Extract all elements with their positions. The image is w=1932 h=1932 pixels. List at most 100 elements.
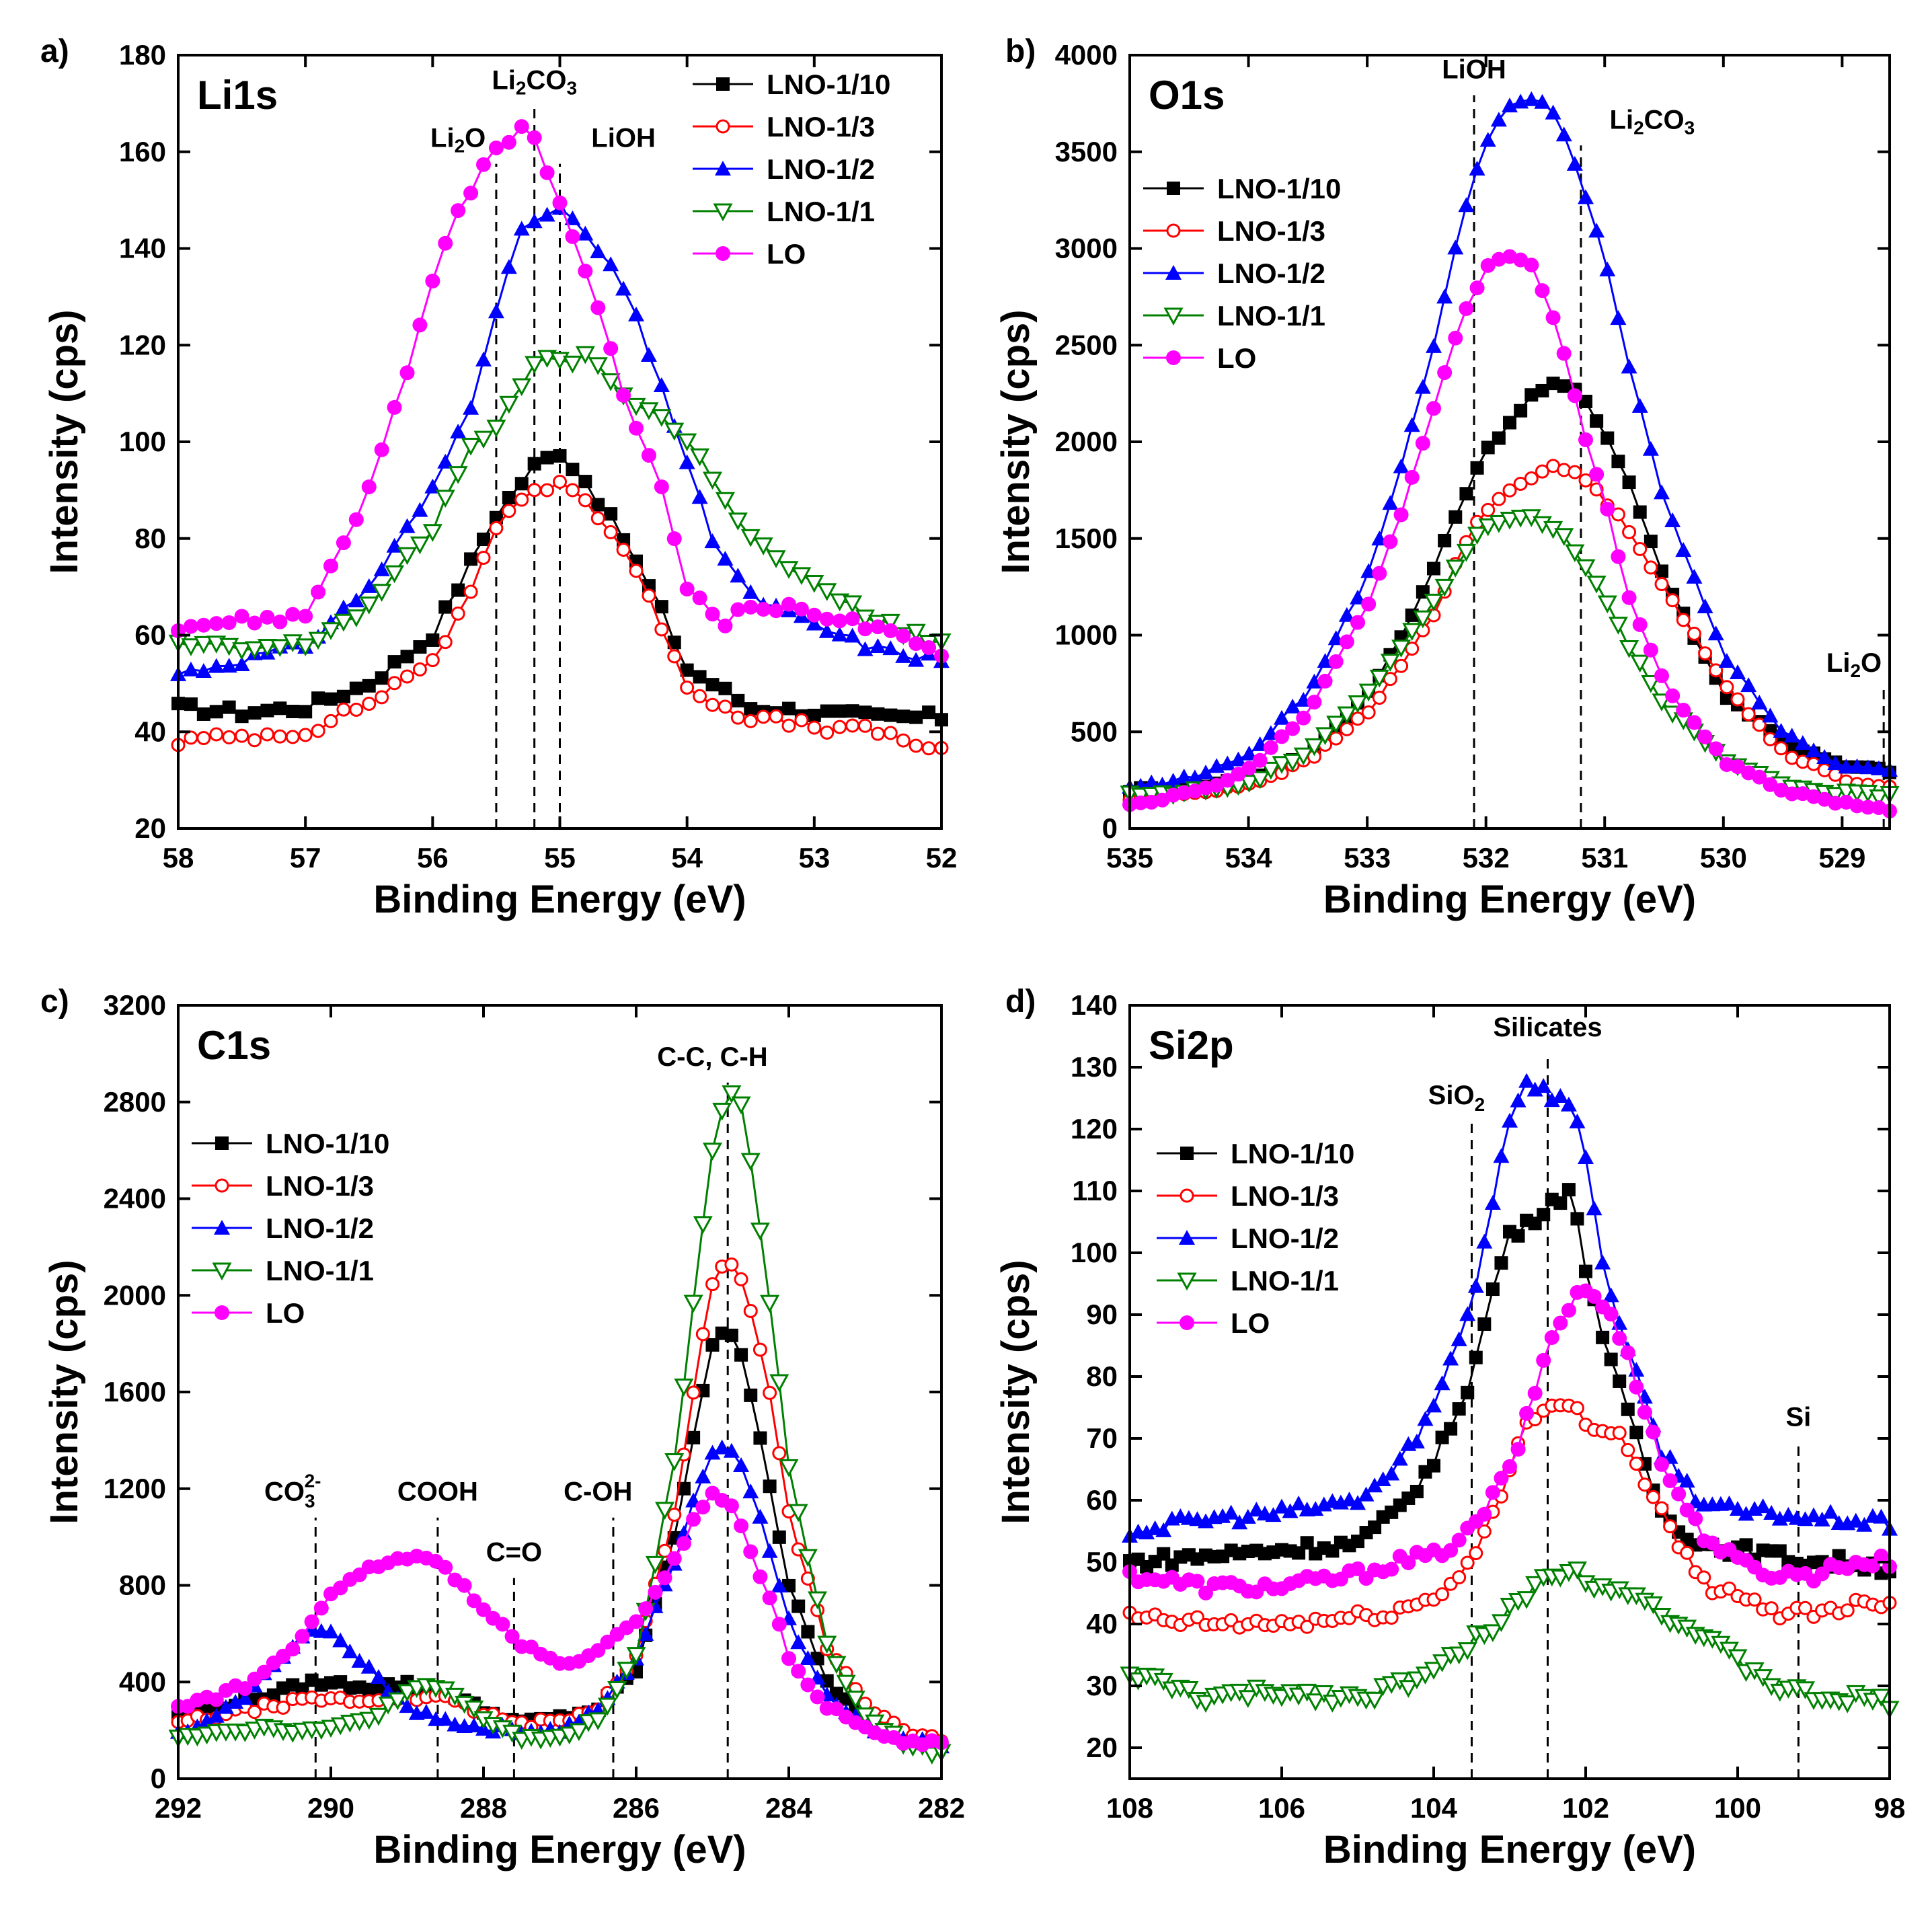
data-point bbox=[705, 697, 720, 712]
data-point bbox=[724, 1257, 739, 1272]
data-point bbox=[1827, 755, 1844, 771]
data-point bbox=[1300, 1619, 1315, 1634]
data-point bbox=[1554, 528, 1574, 546]
data-point bbox=[387, 655, 401, 669]
data-point bbox=[1631, 397, 1648, 413]
data-point bbox=[457, 1578, 472, 1593]
data-point bbox=[1424, 1662, 1444, 1680]
data-point bbox=[1588, 223, 1605, 238]
legend-marker bbox=[1167, 182, 1180, 195]
data-point bbox=[1754, 1498, 1771, 1514]
data-point bbox=[1722, 1581, 1736, 1596]
x-tick-label: 52 bbox=[926, 842, 958, 874]
data-point bbox=[1448, 330, 1463, 346]
data-point bbox=[1448, 510, 1463, 524]
data-point bbox=[1560, 1096, 1577, 1112]
data-point bbox=[1847, 1512, 1864, 1528]
data-point bbox=[680, 663, 694, 677]
data-point bbox=[1612, 1426, 1627, 1440]
data-point bbox=[1293, 747, 1313, 766]
data-point bbox=[686, 1512, 701, 1527]
data-point bbox=[362, 679, 376, 693]
data-point bbox=[373, 561, 390, 576]
y-tick-label: 100 bbox=[1071, 1237, 1118, 1268]
data-point bbox=[830, 593, 850, 612]
data-point bbox=[196, 617, 211, 633]
legend-marker bbox=[214, 1220, 230, 1235]
data-point bbox=[463, 186, 479, 201]
data-point bbox=[349, 681, 363, 695]
data-point bbox=[1741, 707, 1756, 722]
data-point bbox=[359, 596, 379, 615]
y-tick-label: 0 bbox=[1102, 812, 1118, 844]
data-point bbox=[1492, 492, 1506, 506]
data-point bbox=[1500, 511, 1520, 530]
data-point bbox=[500, 259, 517, 274]
data-point bbox=[260, 609, 275, 625]
y-tick-label: 120 bbox=[119, 329, 166, 360]
y-tick-label: 3500 bbox=[1055, 136, 1118, 167]
data-point bbox=[1315, 727, 1336, 746]
data-point bbox=[1773, 723, 1789, 738]
data-point bbox=[537, 350, 557, 369]
data-point bbox=[1524, 471, 1539, 486]
data-point bbox=[1491, 1614, 1511, 1633]
data-point bbox=[1338, 607, 1355, 622]
data-point bbox=[1350, 1495, 1366, 1510]
data-point bbox=[791, 1599, 806, 1613]
data-point bbox=[217, 1699, 234, 1714]
data-point bbox=[359, 1711, 379, 1730]
data-point bbox=[1686, 568, 1703, 584]
data-point bbox=[375, 690, 389, 705]
data-point bbox=[450, 424, 467, 439]
data-point bbox=[798, 1549, 818, 1568]
data-point bbox=[362, 697, 377, 711]
data-point bbox=[1394, 658, 1409, 673]
data-point bbox=[298, 609, 313, 624]
data-point bbox=[438, 235, 453, 251]
data-point bbox=[1553, 1315, 1568, 1331]
data-point bbox=[1393, 458, 1409, 473]
data-point bbox=[844, 627, 861, 643]
data-point bbox=[715, 492, 735, 510]
data-point bbox=[198, 1712, 215, 1728]
data-point bbox=[1383, 534, 1398, 549]
data-point bbox=[857, 621, 873, 637]
data-point bbox=[247, 733, 262, 748]
data-point bbox=[1469, 280, 1485, 296]
data-point bbox=[1763, 732, 1777, 746]
data-point bbox=[880, 613, 900, 632]
data-point bbox=[418, 1703, 434, 1719]
data-point bbox=[1828, 796, 1843, 811]
data-point bbox=[1477, 1317, 1492, 1331]
data-point bbox=[1427, 1459, 1440, 1473]
data-point bbox=[895, 648, 912, 663]
y-tick-label: 80 bbox=[1086, 1360, 1118, 1392]
data-point bbox=[771, 1578, 787, 1593]
data-point bbox=[1138, 1524, 1155, 1540]
data-point bbox=[1518, 1073, 1535, 1088]
reference-label: Li2O bbox=[1826, 648, 1882, 681]
data-point bbox=[410, 536, 430, 555]
data-point bbox=[794, 713, 809, 728]
data-point bbox=[476, 550, 491, 565]
data-point bbox=[348, 512, 364, 527]
data-point bbox=[1622, 475, 1636, 490]
data-point bbox=[1555, 126, 1572, 142]
data-point bbox=[1350, 615, 1365, 630]
y-tick-label: 110 bbox=[1072, 1175, 1118, 1206]
data-point bbox=[313, 1600, 329, 1616]
data-point bbox=[1720, 691, 1734, 705]
x-tick-label: 529 bbox=[1818, 842, 1865, 874]
data-point bbox=[752, 1508, 769, 1524]
data-point bbox=[412, 317, 428, 333]
data-point bbox=[734, 1518, 749, 1534]
data-point bbox=[832, 613, 847, 629]
data-point bbox=[336, 689, 350, 703]
data-point bbox=[578, 475, 592, 489]
reference-label: Li2O bbox=[430, 124, 486, 157]
data-point bbox=[1629, 1426, 1644, 1440]
data-point bbox=[1637, 1477, 1652, 1492]
data-point bbox=[476, 1602, 491, 1617]
data-point bbox=[638, 1601, 654, 1617]
